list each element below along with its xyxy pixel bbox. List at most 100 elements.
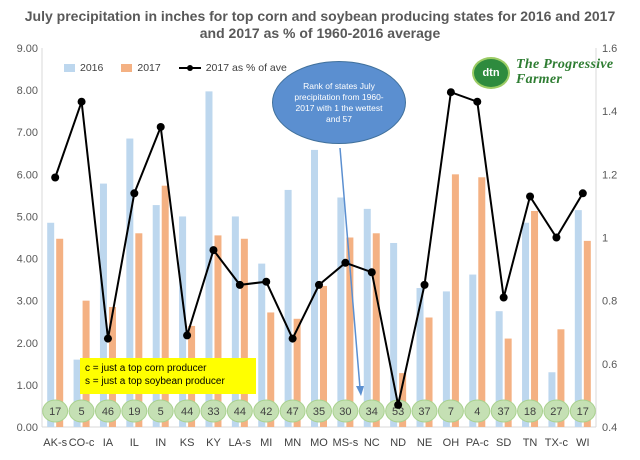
rank-label: 17 bbox=[49, 406, 61, 418]
x-tick-label: AK-s bbox=[43, 437, 67, 449]
rank-circle bbox=[174, 399, 201, 423]
x-tick-label: IN bbox=[155, 437, 166, 449]
bar-2016 bbox=[416, 288, 424, 427]
bar-2017 bbox=[583, 240, 591, 427]
rank-label: 5 bbox=[158, 406, 164, 418]
y-tick-label: 2.00 bbox=[17, 338, 38, 350]
bar-2017 bbox=[56, 238, 64, 427]
rank-label: 42 bbox=[260, 406, 272, 418]
rank-label: 17 bbox=[577, 406, 589, 418]
rank-circle bbox=[490, 399, 517, 423]
rank-circle bbox=[569, 399, 596, 423]
bar-2016 bbox=[126, 138, 134, 428]
x-tick-label: MI bbox=[260, 437, 272, 449]
x-tick-label: TX-c bbox=[545, 437, 569, 449]
pct-point bbox=[473, 97, 482, 106]
y-tick-label: 0.00 bbox=[17, 422, 38, 434]
bar-2016 bbox=[574, 210, 582, 427]
rank-circle bbox=[332, 399, 359, 423]
rank-circle bbox=[226, 399, 253, 423]
bar-2017 bbox=[531, 210, 539, 427]
rank-circle bbox=[200, 399, 227, 423]
y-tick-label: 5.00 bbox=[17, 211, 38, 223]
legend-label-2017: 2017 bbox=[137, 62, 161, 74]
rank-label: 5 bbox=[79, 406, 85, 418]
bar-2016 bbox=[284, 189, 292, 427]
rank-label: 46 bbox=[102, 406, 114, 418]
pct-point bbox=[578, 189, 587, 198]
bar-2016 bbox=[205, 91, 213, 427]
pct-point bbox=[288, 334, 297, 343]
x-tick-label: ND bbox=[390, 437, 406, 449]
bar-2017 bbox=[214, 235, 222, 427]
bar-2016 bbox=[231, 216, 239, 427]
rank-label: 18 bbox=[524, 406, 536, 418]
rank-label: 37 bbox=[498, 406, 510, 418]
x-tick-label: CO-c bbox=[69, 437, 95, 449]
x-tick-label: MN bbox=[284, 437, 301, 449]
x-tick-label: WI bbox=[576, 437, 589, 449]
pct-point bbox=[209, 246, 218, 255]
rank-circle bbox=[543, 399, 570, 423]
y2-tick-label: 0.6 bbox=[602, 359, 617, 371]
bar-2017 bbox=[504, 338, 512, 427]
bar-2016 bbox=[179, 216, 187, 427]
y-tick-label: 3.00 bbox=[17, 296, 38, 308]
chart-title: July precipitation in inches for top cor… bbox=[24, 8, 616, 41]
x-tick-label: LA-s bbox=[229, 437, 252, 449]
bar-2017 bbox=[425, 317, 433, 427]
note-line-soybean: s = just a top soybean producer bbox=[85, 376, 225, 387]
bar-2016 bbox=[363, 208, 371, 427]
bar-2017 bbox=[320, 285, 327, 427]
bar-2017 bbox=[135, 233, 143, 427]
rank-circle bbox=[464, 399, 491, 423]
pct-point bbox=[130, 189, 139, 198]
legend-swatch-pct bbox=[178, 64, 201, 72]
bar-2016 bbox=[152, 205, 160, 427]
dtn-progressive-farmer-logo: dtn The Progressive Farmer bbox=[472, 55, 624, 95]
legend-swatch-2017 bbox=[121, 64, 133, 72]
rank-circle bbox=[94, 399, 121, 423]
rank-label: 47 bbox=[286, 406, 298, 418]
producer-key-note: c = just a top corn producer s = just a … bbox=[80, 358, 256, 394]
x-tick-label: MS-s bbox=[333, 437, 359, 449]
rank-circle bbox=[517, 399, 544, 423]
legend-label-pct: 2017 as % of ave bbox=[205, 62, 287, 74]
rank-label: 27 bbox=[550, 406, 562, 418]
x-tick-label: SD bbox=[496, 437, 511, 449]
rank-circle bbox=[306, 399, 332, 423]
bar-2017 bbox=[240, 238, 248, 427]
pct-point bbox=[420, 280, 429, 289]
y-tick-label: 6.00 bbox=[17, 169, 38, 181]
y-tick-label: 7.00 bbox=[17, 127, 38, 139]
x-tick-label: KS bbox=[180, 437, 195, 449]
bubble-arrow-head bbox=[356, 386, 364, 396]
x-tick-label: KY bbox=[206, 437, 221, 449]
legend-item-2016: 2016 bbox=[64, 62, 103, 74]
bar-2017 bbox=[346, 237, 354, 427]
pct-point bbox=[77, 97, 86, 106]
y2-tick-label: 1.4 bbox=[602, 106, 617, 118]
bar-2016 bbox=[311, 149, 318, 428]
bar-2017 bbox=[372, 233, 380, 427]
y-tick-label: 1.00 bbox=[17, 380, 38, 392]
pct-point bbox=[315, 280, 323, 289]
bar-2016 bbox=[548, 372, 556, 427]
rank-label: 34 bbox=[366, 406, 378, 418]
bar-2017 bbox=[293, 318, 301, 427]
bar-2016 bbox=[258, 263, 266, 427]
pct-point bbox=[394, 400, 403, 409]
rank-label: 35 bbox=[313, 406, 325, 418]
pct-point bbox=[183, 331, 192, 340]
pct-point bbox=[446, 88, 455, 97]
bar-2017 bbox=[399, 373, 407, 427]
pct-point bbox=[103, 334, 112, 343]
rank-label: 4 bbox=[474, 406, 480, 418]
bar-2017 bbox=[161, 185, 169, 427]
bubble-text: Rank of states July precipitation from 1… bbox=[294, 80, 384, 124]
rank-label: 44 bbox=[181, 406, 193, 418]
rank-circle bbox=[121, 399, 148, 423]
pct-point bbox=[499, 293, 508, 302]
rank-circle bbox=[147, 399, 174, 423]
bar-2016 bbox=[442, 291, 450, 427]
